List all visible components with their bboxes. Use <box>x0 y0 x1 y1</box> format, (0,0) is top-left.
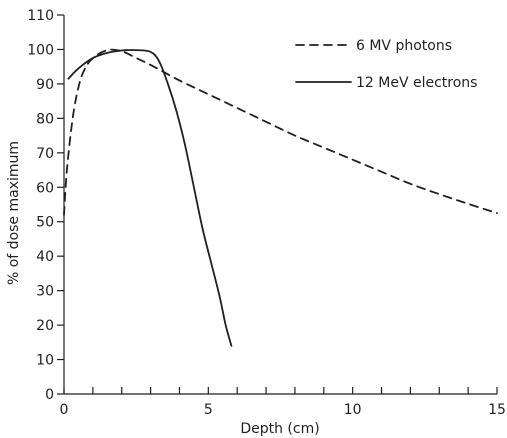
legend-label: 6 MV photons <box>356 38 452 54</box>
y-axis-title: % of dose maximum <box>6 141 22 285</box>
y-tick-label: 100 <box>27 42 54 58</box>
y-ticks: 0 10 20 30 40 50 60 70 80 90 100 110 <box>27 8 64 403</box>
y-tick-label: 10 <box>36 353 54 369</box>
y-tick-label: 90 <box>36 77 54 93</box>
x-axis: 0 5 10 15 <box>60 387 506 418</box>
y-tick-label: 70 <box>36 146 54 162</box>
x-tick-label: 5 <box>204 402 213 418</box>
y-tick-label: 30 <box>36 284 54 300</box>
y-tick-label: 110 <box>27 8 54 24</box>
series-line-electrons <box>67 49 233 347</box>
y-tick-label: 60 <box>36 180 54 196</box>
x-ticks: 0 5 10 15 <box>60 387 506 418</box>
x-axis-title: Depth (cm) <box>240 421 319 437</box>
x-tick-label: 10 <box>344 402 362 418</box>
y-axis: 0 10 20 30 40 50 60 70 80 90 100 110 <box>27 8 65 403</box>
series-line-photons <box>63 48 498 216</box>
legend: 6 MV photons 12 MeV electrons <box>295 38 477 91</box>
series-layer <box>63 48 498 347</box>
y-tick-label: 40 <box>36 249 54 265</box>
y-tick-label: 0 <box>45 387 54 403</box>
y-tick-label: 20 <box>36 318 54 334</box>
y-tick-label: 50 <box>36 215 54 231</box>
y-tick-label: 80 <box>36 111 54 127</box>
x-tick-label: 0 <box>60 402 69 418</box>
x-tick-label: 15 <box>488 402 506 418</box>
legend-label: 12 MeV electrons <box>356 75 477 91</box>
